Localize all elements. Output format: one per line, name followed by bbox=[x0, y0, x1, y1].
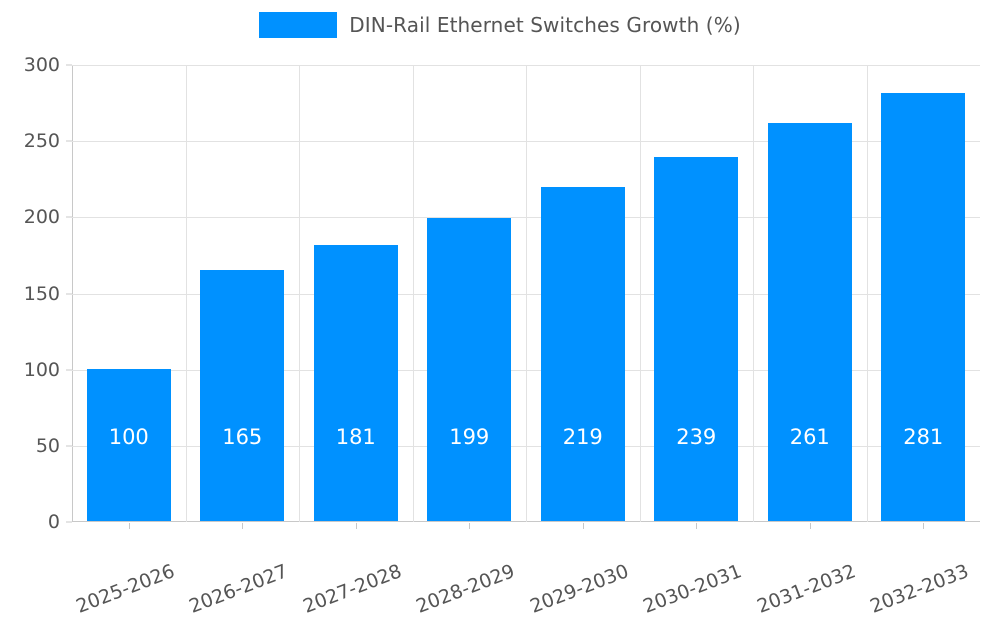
y-tick-label: 300 bbox=[23, 54, 60, 76]
y-tick-mark bbox=[66, 140, 72, 142]
bar-chart: DIN-Rail Ethernet Switches Growth (%) 0 5… bbox=[0, 12, 1000, 618]
gridline-vertical bbox=[526, 65, 527, 522]
bar-value-label: 261 bbox=[789, 425, 830, 449]
x-tick-label: 2026-2027 bbox=[186, 560, 292, 618]
gridline-vertical bbox=[640, 65, 641, 522]
x-tick-mark bbox=[469, 523, 471, 529]
gridline-vertical bbox=[299, 65, 300, 522]
chart-legend: DIN-Rail Ethernet Switches Growth (%) bbox=[0, 12, 1000, 38]
y-tick-label: 250 bbox=[23, 130, 60, 153]
x-tick-mark bbox=[128, 523, 130, 529]
x-tick-mark bbox=[923, 523, 925, 529]
x-tick-mark bbox=[582, 523, 584, 529]
plot-area: 100 165 181 199 219 239 261 281 bbox=[72, 65, 980, 522]
gridline-vertical bbox=[413, 65, 414, 522]
bar[interactable]: 219 bbox=[540, 187, 625, 521]
gridline-vertical bbox=[867, 65, 868, 522]
y-axis: 0 50 100 150 200 250 300 bbox=[0, 54, 72, 533]
x-tick-label: 2030-2031 bbox=[640, 560, 746, 618]
y-tick-mark bbox=[66, 64, 72, 66]
gridline-vertical bbox=[186, 65, 187, 522]
y-tick-mark bbox=[66, 216, 72, 218]
x-tick-label: 2032-2033 bbox=[867, 560, 973, 618]
bar[interactable]: 100 bbox=[86, 368, 171, 521]
y-tick-mark bbox=[66, 445, 72, 447]
x-tick-label: 2028-2029 bbox=[413, 560, 519, 618]
y-tick-label: 200 bbox=[23, 206, 60, 229]
legend-swatch-din-rail-ethernet-switches-growth bbox=[259, 12, 338, 38]
bar-value-label: 100 bbox=[108, 425, 149, 449]
y-tick-label: 50 bbox=[35, 434, 60, 457]
x-tick-mark bbox=[696, 523, 698, 529]
bar[interactable]: 239 bbox=[654, 156, 739, 521]
bar-value-label: 239 bbox=[676, 425, 717, 449]
y-tick-mark bbox=[66, 521, 72, 523]
x-tick-mark bbox=[355, 523, 357, 529]
y-tick-label: 150 bbox=[23, 282, 60, 305]
x-tick-label: 2031-2032 bbox=[753, 560, 859, 618]
x-tick-label: 2027-2028 bbox=[299, 560, 405, 618]
bar-value-label: 181 bbox=[335, 425, 376, 449]
bar[interactable]: 165 bbox=[200, 269, 285, 521]
bar[interactable]: 261 bbox=[767, 123, 852, 521]
x-tick-mark bbox=[809, 523, 811, 529]
bar[interactable]: 181 bbox=[313, 245, 398, 521]
gridline-vertical bbox=[753, 65, 754, 522]
bar[interactable]: 199 bbox=[427, 217, 512, 521]
bar-value-label: 199 bbox=[449, 425, 490, 449]
bar-value-label: 165 bbox=[222, 425, 263, 449]
y-tick-label: 0 bbox=[47, 511, 60, 533]
legend-label-din-rail-ethernet-switches-growth: DIN-Rail Ethernet Switches Growth (%) bbox=[349, 13, 741, 37]
x-tick-mark bbox=[242, 523, 244, 529]
bar-value-label: 219 bbox=[562, 425, 603, 449]
y-tick-mark bbox=[66, 293, 72, 294]
bar[interactable]: 281 bbox=[881, 92, 966, 521]
bar-value-label: 281 bbox=[903, 425, 944, 449]
y-tick-label: 100 bbox=[23, 358, 60, 381]
x-tick-label: 2029-2030 bbox=[526, 560, 632, 618]
x-tick-label: 2025-2026 bbox=[72, 560, 178, 618]
x-axis: 2025-2026 2026-2027 2027-2028 2028-2029 2029… bbox=[0, 523, 1000, 618]
y-tick-mark bbox=[66, 369, 72, 371]
